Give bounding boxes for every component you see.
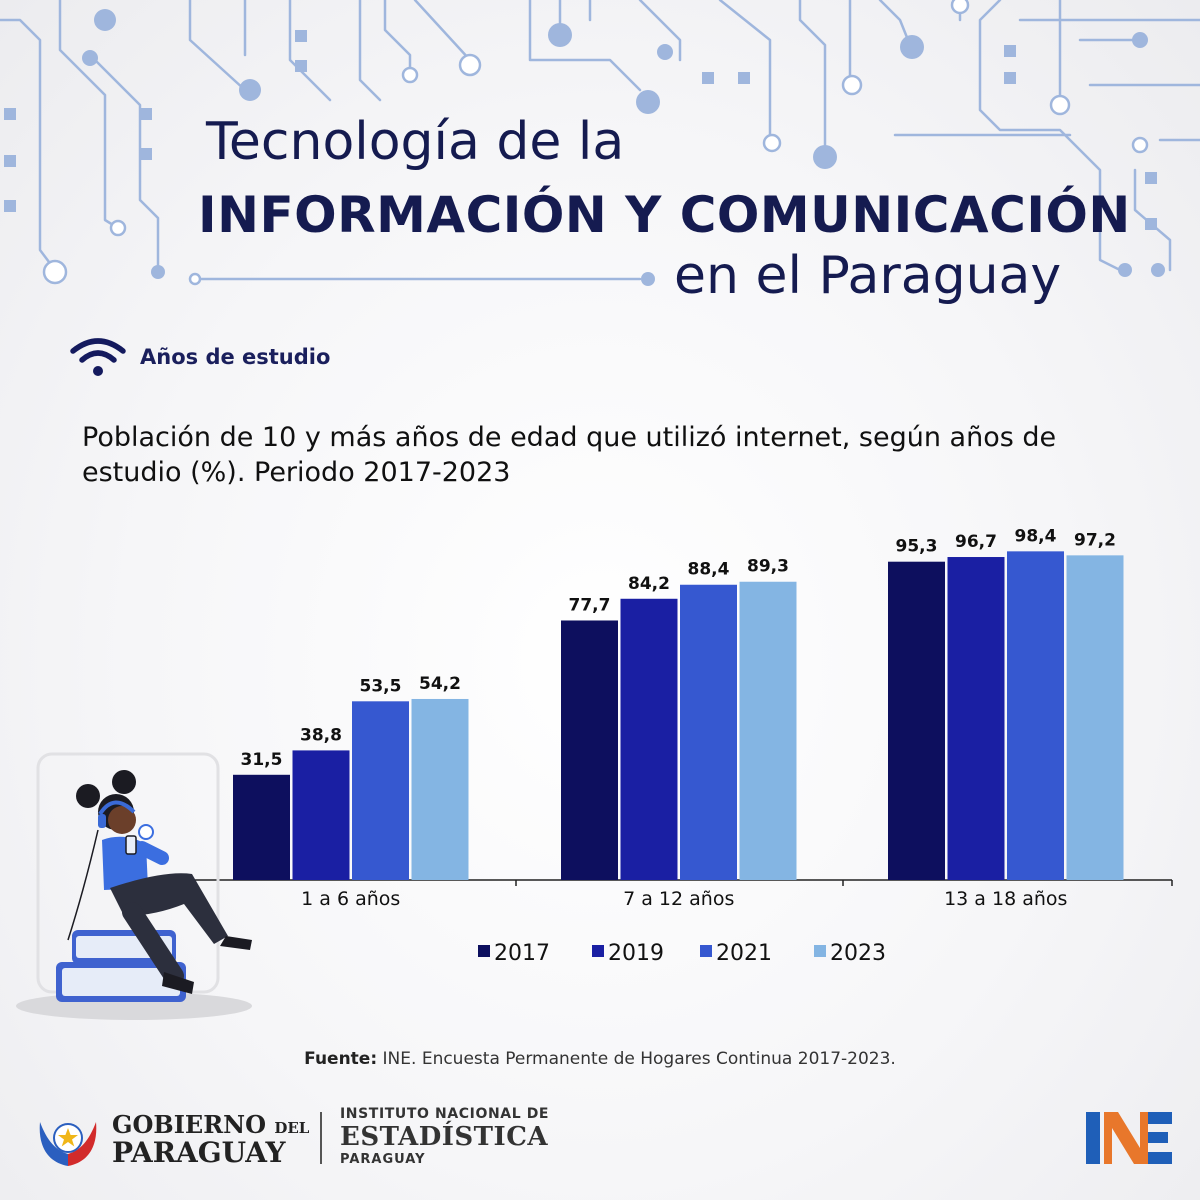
ine-name-line-1: INSTITUTO NACIONAL DE: [340, 1106, 550, 1122]
chart-subtitle: Población de 10 y más años de edad que u…: [82, 422, 1057, 488]
bar-2023-1: [411, 698, 469, 880]
data-label-2021-2: 88,4: [688, 560, 730, 580]
data-label-2021-3: 98,4: [1015, 526, 1057, 546]
bar-2021-1: [352, 701, 409, 880]
legend-swatch-2019: [592, 945, 604, 957]
data-label-2023-2: 89,3: [747, 557, 789, 577]
title-line-3: en el Paraguay: [674, 246, 1062, 306]
gov-name-line-1: GOBIERNO DEL: [112, 1110, 310, 1139]
source-label: Fuente:: [304, 1049, 378, 1069]
bar-2019-2: [620, 598, 678, 880]
footer-divider: [320, 1112, 322, 1164]
legend-label-2021: 2021: [716, 941, 772, 966]
data-label-2023-1: 54,2: [419, 674, 461, 694]
coat-of-arms-icon: [39, 1122, 97, 1166]
legend-swatch-2017: [478, 945, 490, 957]
legend-label-2017: 2017: [494, 941, 550, 966]
wifi-icon: [70, 338, 126, 376]
data-label-2019-1: 38,8: [300, 725, 342, 745]
gov-name-line-2: PARAGUAY: [112, 1136, 286, 1169]
bar-2017-2: [561, 620, 618, 880]
section-header: Años de estudio: [68, 336, 330, 378]
source-note: Fuente: INE. Encuesta Permanente de Hoga…: [0, 1049, 1200, 1069]
category-label-2: 7 a 12 años: [623, 888, 734, 910]
ine-name-line-3: PARAGUAY: [340, 1152, 426, 1167]
legend-swatch-2021: [700, 945, 712, 957]
title-line-2: INFORMACIÓN Y COMUNICACIÓN: [198, 186, 1131, 244]
bar-chart: 31,5 38,8 53,5 54,2 1 a 6 años 77,7 84,2 88,4 89…: [187, 526, 1173, 966]
gobierno-logo: GOBIERNO DEL PARAGUAY: [36, 1106, 326, 1174]
category-label-3: 13 a 18 años: [944, 888, 1067, 910]
data-label-2019-2: 84,2: [628, 574, 670, 594]
data-label-2023-3: 97,2: [1074, 530, 1116, 550]
legend-swatch-2023: [814, 945, 826, 957]
bar-2021-2: [680, 584, 737, 880]
bar-2017-3: [888, 561, 945, 880]
data-label-2017-2: 77,7: [569, 595, 611, 615]
girl-reading-illustration: [16, 752, 252, 1020]
section-label: Años de estudio: [140, 345, 331, 369]
title-line-1: Tecnología de la: [206, 112, 625, 172]
bar-2023-2: [739, 581, 797, 880]
data-label-2017-1: 31,5: [241, 750, 283, 770]
category-label-1: 1 a 6 años: [301, 888, 400, 910]
bar-2023-3: [1066, 555, 1124, 880]
legend-label-2019: 2019: [608, 941, 664, 966]
bar-2021-3: [1007, 551, 1064, 880]
source-text: INE. Encuesta Permanente de Hogares Cont…: [377, 1049, 896, 1069]
ine-name-line-2: ESTADÍSTICA: [340, 1122, 549, 1152]
data-label-2021-1: 53,5: [360, 676, 402, 696]
ine-logo: [1086, 1112, 1172, 1164]
bar-2019-1: [292, 750, 350, 880]
circuit-background: [0, 0, 1200, 286]
legend-label-2023: 2023: [830, 941, 886, 966]
data-label-2019-3: 96,7: [955, 532, 997, 552]
data-label-2017-3: 95,3: [896, 537, 938, 557]
bar-2017-1: [233, 774, 290, 880]
bar-2019-3: [947, 557, 1005, 880]
